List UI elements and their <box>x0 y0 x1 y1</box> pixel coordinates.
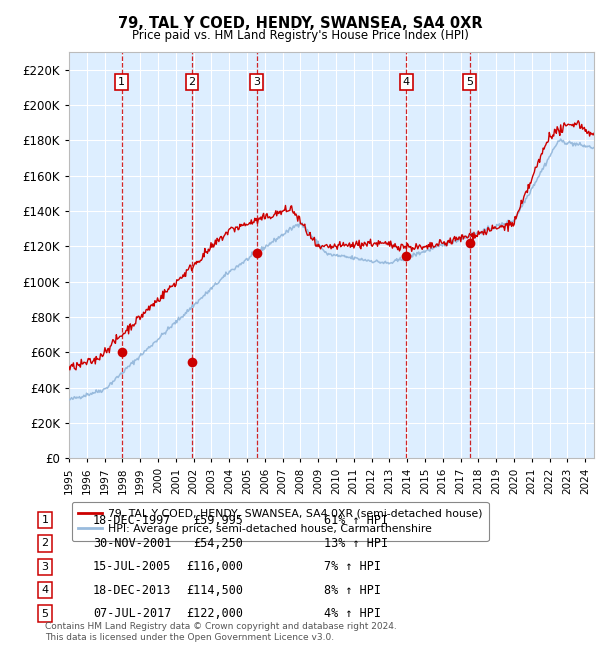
Text: 5: 5 <box>41 608 49 619</box>
Text: £54,250: £54,250 <box>193 537 243 550</box>
Text: 3: 3 <box>41 562 49 572</box>
Text: Contains HM Land Registry data © Crown copyright and database right 2024.
This d: Contains HM Land Registry data © Crown c… <box>45 622 397 642</box>
Text: 13% ↑ HPI: 13% ↑ HPI <box>324 537 388 550</box>
Text: 8% ↑ HPI: 8% ↑ HPI <box>324 584 381 597</box>
Text: 5: 5 <box>466 77 473 87</box>
Text: 30-NOV-2001: 30-NOV-2001 <box>93 537 172 550</box>
Text: 3: 3 <box>253 77 260 87</box>
Text: 1: 1 <box>41 515 49 525</box>
Text: £122,000: £122,000 <box>186 607 243 620</box>
Text: 15-JUL-2005: 15-JUL-2005 <box>93 560 172 573</box>
Text: 07-JUL-2017: 07-JUL-2017 <box>93 607 172 620</box>
Text: 1: 1 <box>118 77 125 87</box>
Text: 2: 2 <box>41 538 49 549</box>
Text: 4% ↑ HPI: 4% ↑ HPI <box>324 607 381 620</box>
Text: 4: 4 <box>41 585 49 595</box>
Text: £116,000: £116,000 <box>186 560 243 573</box>
Text: 7% ↑ HPI: 7% ↑ HPI <box>324 560 381 573</box>
Text: 79, TAL Y COED, HENDY, SWANSEA, SA4 0XR: 79, TAL Y COED, HENDY, SWANSEA, SA4 0XR <box>118 16 482 31</box>
Text: Price paid vs. HM Land Registry's House Price Index (HPI): Price paid vs. HM Land Registry's House … <box>131 29 469 42</box>
Text: 2: 2 <box>188 77 196 87</box>
Text: 18-DEC-1997: 18-DEC-1997 <box>93 514 172 526</box>
Text: 61% ↑ HPI: 61% ↑ HPI <box>324 514 388 526</box>
Text: 18-DEC-2013: 18-DEC-2013 <box>93 584 172 597</box>
Legend: 79, TAL Y COED, HENDY, SWANSEA, SA4 0XR (semi-detached house), HPI: Average pric: 79, TAL Y COED, HENDY, SWANSEA, SA4 0XR … <box>72 502 488 541</box>
Text: £114,500: £114,500 <box>186 584 243 597</box>
Text: £59,995: £59,995 <box>193 514 243 526</box>
Text: 4: 4 <box>403 77 410 87</box>
